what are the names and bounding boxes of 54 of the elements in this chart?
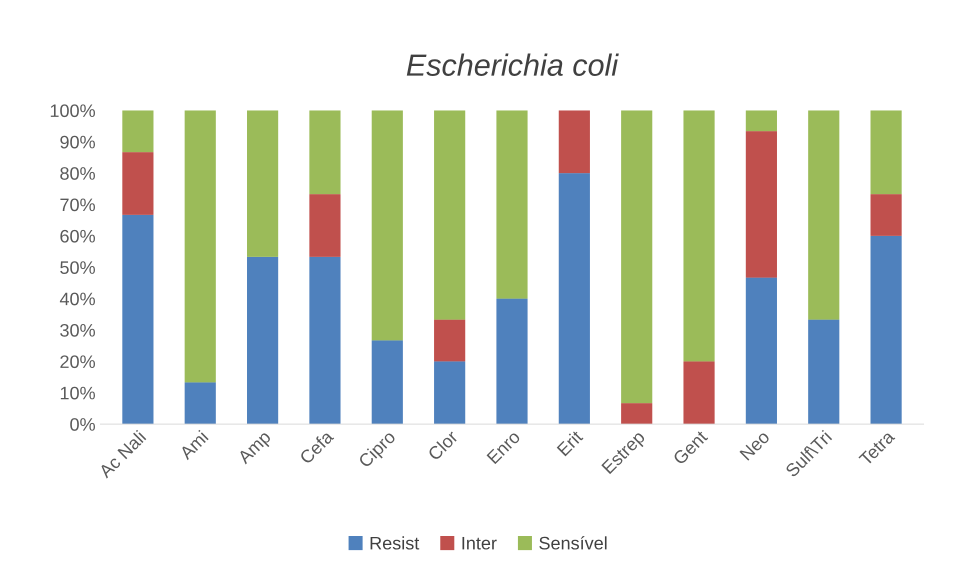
y-tick-label: 50% xyxy=(60,261,95,274)
legend-label: Sensível xyxy=(539,536,607,550)
bar xyxy=(558,173,590,424)
y-tick-label: 10% xyxy=(60,386,95,400)
bar xyxy=(870,194,902,236)
bar xyxy=(309,256,341,424)
y-tick-label: 60% xyxy=(60,230,95,243)
bar xyxy=(683,361,715,424)
bar xyxy=(496,110,528,299)
x-tick-label: Clor xyxy=(426,429,459,462)
y-tick-label: 100% xyxy=(50,104,95,118)
bar xyxy=(372,340,403,424)
bar xyxy=(621,110,652,404)
x-tick-label: Erit xyxy=(556,429,584,456)
x-tick-label: Ami xyxy=(178,430,209,460)
bar xyxy=(558,110,590,174)
bar xyxy=(372,110,403,340)
legend-label: Inter xyxy=(462,536,497,550)
bar xyxy=(184,382,216,424)
bar xyxy=(434,320,466,362)
chart-title: Escherichia coli xyxy=(406,54,619,76)
bar xyxy=(746,278,777,424)
x-tick-label: Enro xyxy=(486,430,521,464)
bar xyxy=(746,110,777,132)
bar xyxy=(746,131,777,278)
bar xyxy=(870,236,902,424)
bar xyxy=(621,403,652,424)
bar xyxy=(247,256,278,424)
y-tick-label: 30% xyxy=(60,324,95,337)
bar xyxy=(309,194,341,257)
legend-label: Resist xyxy=(370,536,420,550)
bar xyxy=(122,110,154,152)
bar xyxy=(434,110,466,320)
x-tick-label: Ac Nali xyxy=(97,430,146,479)
y-tick-label: 80% xyxy=(60,167,95,180)
x-tick-label: Neo xyxy=(739,430,770,461)
y-tick-label: 70% xyxy=(60,198,95,212)
bar xyxy=(434,361,466,424)
y-tick-label: 40% xyxy=(60,292,95,306)
x-tick-label: Tetra xyxy=(858,429,896,466)
bar xyxy=(496,298,528,424)
x-tick-label: Cefa xyxy=(298,429,334,465)
y-tick-label: 90% xyxy=(60,136,95,148)
bar xyxy=(122,152,154,215)
bar xyxy=(247,110,278,257)
y-tick-label: 20% xyxy=(60,355,95,368)
bar xyxy=(683,110,715,362)
bar xyxy=(870,110,902,194)
bar xyxy=(808,110,840,320)
bar xyxy=(184,110,216,382)
bar xyxy=(808,320,840,424)
bar xyxy=(309,110,341,194)
y-tick-label: 0% xyxy=(70,418,95,431)
bar xyxy=(122,214,154,424)
